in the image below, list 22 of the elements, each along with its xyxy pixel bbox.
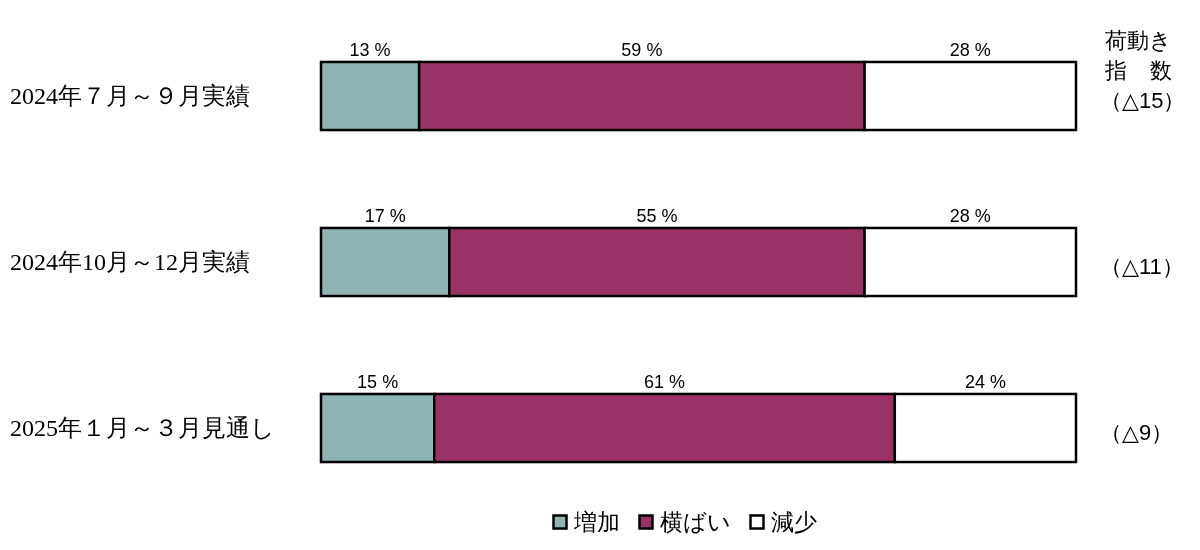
data-label: 17 % (364, 205, 406, 226)
text: （△9） (1100, 419, 1174, 445)
legend-item: 増加 (552, 509, 620, 535)
y-tick-label: 2024年10月～12月実績 (10, 249, 250, 275)
text: 荷動き指数 (1104, 27, 1172, 83)
legend-item: 横ばい (638, 509, 731, 535)
text: （△15） (1100, 87, 1186, 113)
text: （△11） (1100, 253, 1184, 279)
y-tick-label: 2025年１月～３月見通し (10, 415, 275, 441)
legend-label: 横ばい (659, 509, 731, 535)
data-label: 28 % (949, 39, 991, 60)
data-label: 61 % (644, 371, 686, 392)
y-tick-label: 2024年７月～９月実績 (10, 83, 250, 109)
legend-label: 増加 (572, 509, 620, 535)
data-label: 59 % (621, 39, 663, 60)
data-label: 55 % (636, 205, 678, 226)
data-label: 28 % (949, 205, 991, 226)
data-label: 13 % (349, 39, 391, 60)
data-label: 24 % (964, 371, 1006, 392)
legend-label: 減少 (770, 509, 817, 535)
legend-item: 減少 (749, 509, 817, 535)
data-label: 15 % (357, 371, 399, 392)
